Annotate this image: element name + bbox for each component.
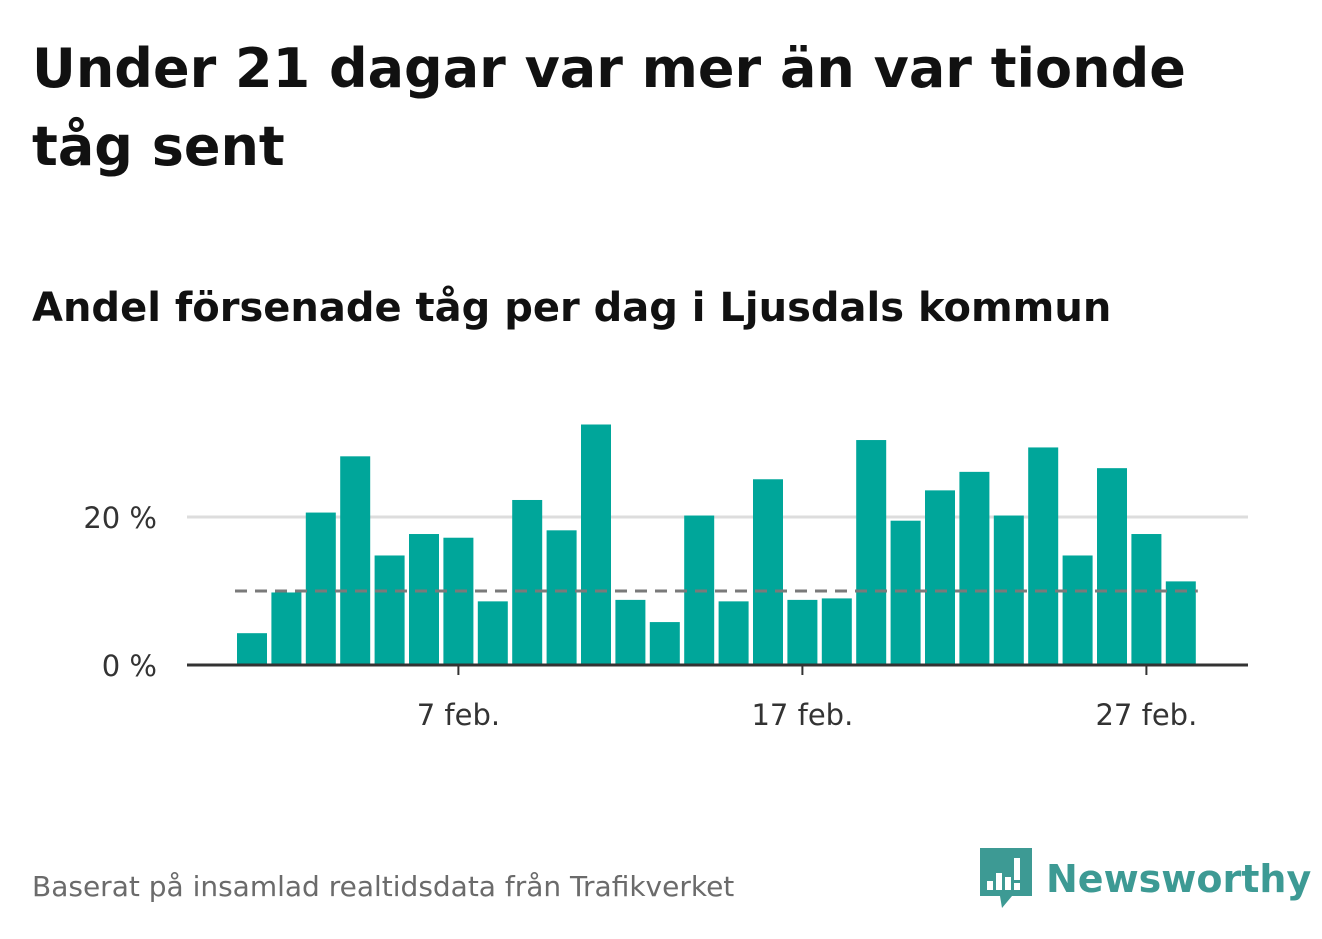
- chart-title: Under 21 dagar var mer än var tionde tåg…: [32, 37, 1186, 178]
- brand[interactable]: Newsworthy: [980, 846, 1311, 912]
- bar: [1131, 534, 1162, 665]
- bar: [409, 534, 439, 665]
- bar: [753, 479, 783, 665]
- bar: [512, 499, 543, 665]
- bar: [271, 592, 302, 665]
- x-tick-label: 7 feb.: [417, 698, 500, 732]
- source-note: Baserat på insamlad realtidsdata från Tr…: [32, 870, 735, 903]
- bar: [787, 599, 818, 665]
- bar: [1062, 555, 1093, 665]
- bar: [340, 456, 371, 665]
- bar: [925, 490, 955, 665]
- y-tick-label: 0 %: [102, 649, 157, 683]
- bar-chart-speech-bubble-icon: [980, 848, 1032, 908]
- bar: [1097, 468, 1127, 665]
- bar: [1165, 581, 1196, 665]
- bar: [1028, 447, 1059, 665]
- y-tick-label: 20 %: [83, 501, 157, 535]
- x-axis-labels: 7 feb. 17 feb. 27 feb.: [417, 698, 1198, 732]
- bar: [821, 598, 852, 665]
- chart-subtitle: Andel försenade tåg per dag i Ljusdals k…: [32, 285, 1112, 331]
- y-axis-labels: 0 % 20 %: [83, 501, 157, 683]
- brand-name: Newsworthy: [1046, 857, 1312, 901]
- bar: [443, 537, 474, 665]
- bar: [581, 424, 611, 665]
- bar-chart: 0 % 20 % 7 feb. 17 feb. 27 feb.: [83, 424, 1248, 732]
- bar: [718, 601, 749, 665]
- bar: [305, 512, 336, 665]
- bar: [374, 555, 405, 665]
- bar: [546, 530, 577, 665]
- bar: [237, 633, 267, 665]
- x-axis: [187, 663, 1248, 675]
- bar: [477, 601, 508, 665]
- bar: [615, 599, 646, 665]
- x-tick-label: 17 feb.: [751, 698, 853, 732]
- x-tick-label: 27 feb.: [1095, 698, 1197, 732]
- bar: [856, 440, 887, 665]
- bar: [649, 622, 680, 665]
- bars: [237, 424, 1196, 665]
- bar: [959, 471, 990, 665]
- bar: [890, 520, 921, 665]
